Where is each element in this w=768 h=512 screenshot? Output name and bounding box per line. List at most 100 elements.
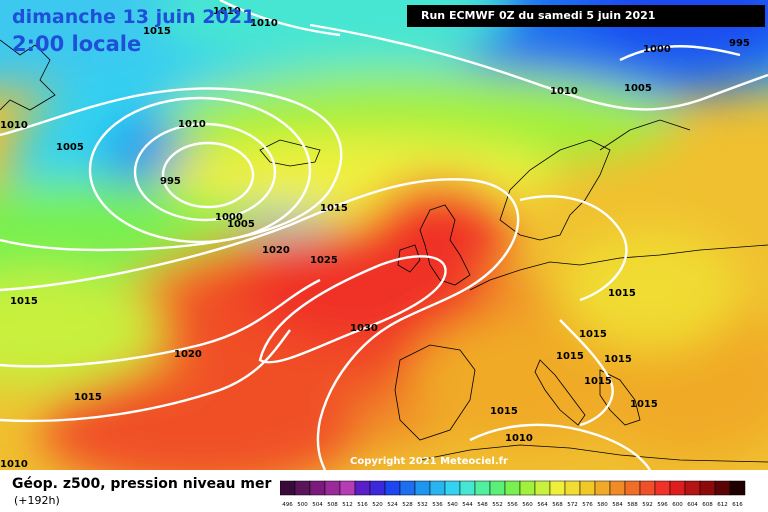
scale-swatch <box>384 480 401 496</box>
isobar-label: 1015 <box>490 406 518 417</box>
isobar-label: 1010 <box>0 120 28 131</box>
scale-swatch <box>504 480 521 496</box>
scale-swatch <box>414 480 431 496</box>
scale-label: 572 <box>567 502 578 508</box>
isobar-label: 995 <box>160 176 181 187</box>
isobar-label: 1010 <box>505 433 533 444</box>
scale-label: 532 <box>417 502 428 508</box>
isobar-label: 1005 <box>624 83 652 94</box>
scale-swatch <box>339 480 356 496</box>
isobar-label: 1010 <box>550 86 578 97</box>
color-scale: 496 500 504 508 512 516 520 524 528 532 536 540 544 5… <box>280 480 746 508</box>
scale-label: 528 <box>402 502 413 508</box>
scale-label: 524 <box>387 502 398 508</box>
scale-label: 564 <box>537 502 548 508</box>
isobar-label: 1015 <box>556 351 584 362</box>
isobar-label: 1030 <box>350 323 378 334</box>
scale-swatch <box>534 480 551 496</box>
scale-label: 548 <box>477 502 488 508</box>
isobar-label: 1015 <box>604 354 632 365</box>
scale-swatch <box>564 480 581 496</box>
isobar-labels: 1010 1010 1015 1010 1005 1010 995 1000 1… <box>0 6 750 470</box>
isobar-label: 1020 <box>262 245 290 256</box>
scale-label: 512 <box>342 502 353 508</box>
weather-map: 1010 1010 1015 1010 1005 1010 995 1000 1… <box>0 0 768 470</box>
scale-swatch <box>399 480 416 496</box>
isobar-label: 1015 <box>320 203 348 214</box>
isobar-label: 1015 <box>630 399 658 410</box>
scale-swatch <box>654 480 671 496</box>
scale-label: 588 <box>627 502 638 508</box>
isobar-label: 1010 <box>0 459 28 470</box>
scale-label: 568 <box>552 502 563 508</box>
scale-label: 508 <box>327 502 338 508</box>
scale-swatch <box>669 480 686 496</box>
scale-swatch <box>459 480 476 496</box>
isobar-label: 1015 <box>579 329 607 340</box>
isobar-label: 1015 <box>10 296 38 307</box>
scale-swatch <box>729 480 746 496</box>
scale-label: 540 <box>447 502 458 508</box>
scale-label: 504 <box>312 502 323 508</box>
scale-swatch <box>579 480 596 496</box>
scale-label: 584 <box>612 502 623 508</box>
scale-swatch <box>369 480 386 496</box>
scale-swatch <box>489 480 506 496</box>
isobars <box>0 0 768 470</box>
scale-swatch <box>639 480 656 496</box>
scale-swatch <box>354 480 371 496</box>
scale-label: 596 <box>657 502 668 508</box>
scale-swatch <box>519 480 536 496</box>
isobar-label: 1015 <box>74 392 102 403</box>
scale-label: 520 <box>372 502 383 508</box>
scale-label: 500 <box>297 502 308 508</box>
scale-label: 612 <box>717 502 728 508</box>
scale-swatch <box>699 480 716 496</box>
scale-label: 600 <box>672 502 683 508</box>
legend-title: Géop. z500, pression niveau mer <box>12 476 272 492</box>
isobar-label: 1015 <box>608 288 636 299</box>
forecast-date: dimanche 13 juin 2021 <box>12 6 256 28</box>
legend-subtitle: (+192h) <box>14 494 60 507</box>
isobar-label: 1020 <box>174 349 202 360</box>
isobar-label: 1005 <box>227 219 255 230</box>
isobar-label: 1015 <box>584 376 612 387</box>
scale-swatch <box>594 480 611 496</box>
scale-label: 556 <box>507 502 518 508</box>
scale-label: 552 <box>492 502 503 508</box>
scale-label: 544 <box>462 502 473 508</box>
scale-label: 604 <box>687 502 698 508</box>
forecast-time: 2:00 locale <box>12 32 142 56</box>
isobar-label: 995 <box>729 38 750 49</box>
scale-label: 616 <box>732 502 743 508</box>
isobar-label: 1005 <box>56 142 84 153</box>
isobar-label: 1000 <box>643 44 671 55</box>
scale-label: 608 <box>702 502 713 508</box>
scale-swatch <box>444 480 461 496</box>
isobar-label: 1000 <box>215 212 243 223</box>
scale-swatch <box>429 480 446 496</box>
scale-swatch <box>714 480 731 496</box>
isobar-label: 1010 <box>250 18 278 29</box>
copyright: Copyright 2021 Meteociel.fr <box>350 456 508 467</box>
scale-label: 516 <box>357 502 368 508</box>
isobar-label: 1010 <box>213 6 241 17</box>
isobar-label: 1025 <box>310 255 338 266</box>
scale-label: 576 <box>582 502 593 508</box>
scale-label: 496 <box>282 502 293 508</box>
scale-label: 592 <box>642 502 653 508</box>
scale-swatch <box>294 480 311 496</box>
scale-swatch <box>624 480 641 496</box>
model-run-label: Run ECMWF 0Z du samedi 5 juin 2021 <box>407 5 765 27</box>
scale-swatch <box>549 480 566 496</box>
isobar-label: 1015 <box>143 26 171 37</box>
scale-label: 580 <box>597 502 608 508</box>
isobar-label: 1010 <box>178 119 206 130</box>
scale-swatch <box>324 480 341 496</box>
scale-swatch <box>684 480 701 496</box>
scale-swatch <box>280 480 296 496</box>
scale-swatch <box>609 480 626 496</box>
scale-swatch <box>309 480 326 496</box>
scale-swatch <box>474 480 491 496</box>
scale-label: 536 <box>432 502 443 508</box>
